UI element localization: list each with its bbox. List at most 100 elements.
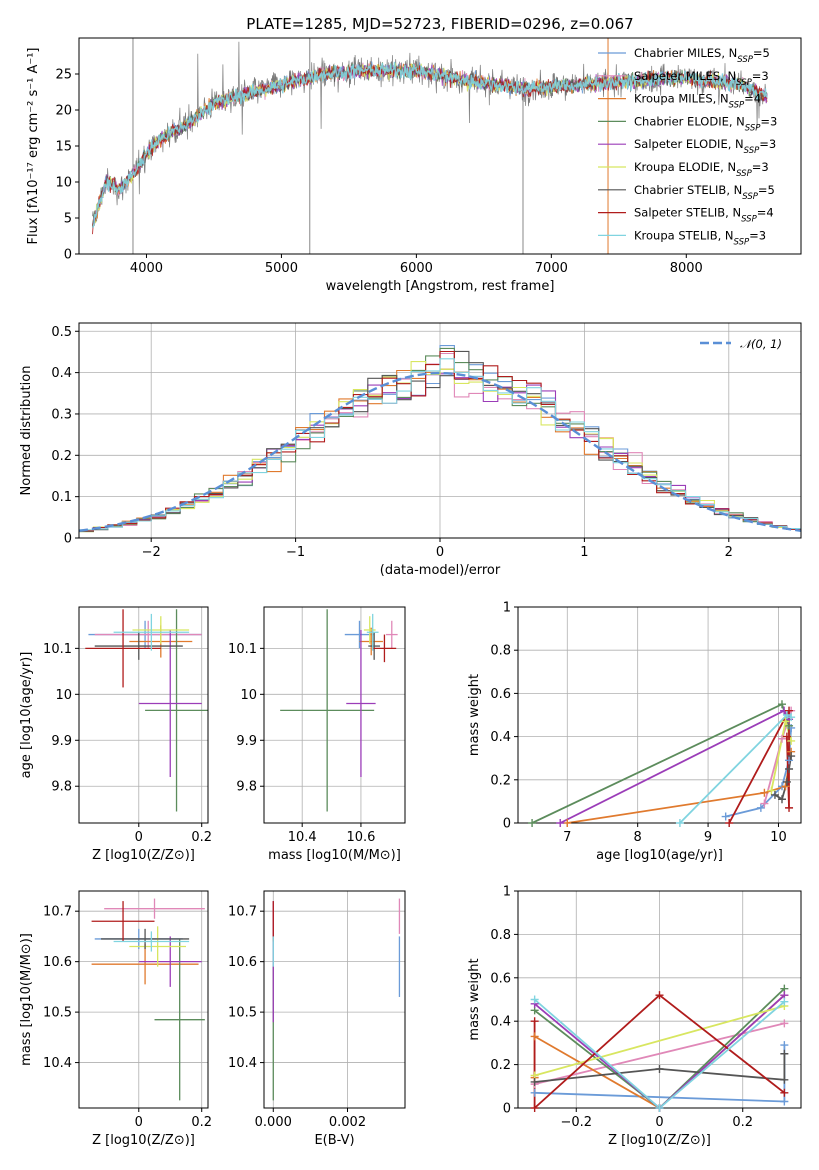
weight-marker xyxy=(767,786,776,795)
weight-marker xyxy=(530,995,539,1004)
legend-label: Salpeter MILES, NSSP=3 xyxy=(634,69,769,88)
weight-marker xyxy=(780,1019,789,1028)
y-tick-label: 0 xyxy=(503,817,511,832)
weight-vs-age-y-axis-label: mass weight xyxy=(467,674,482,756)
errorbar-point xyxy=(138,936,202,987)
y-tick-label: 10.6 xyxy=(228,955,257,970)
y-tick-label: 5 xyxy=(64,212,72,227)
weight-marker xyxy=(780,1049,789,1058)
weight-marker xyxy=(770,790,779,799)
weight-vs-Z-y-axis-label: mass weight xyxy=(467,958,482,1040)
weight-marker xyxy=(530,1088,539,1097)
errorbar-point xyxy=(138,629,202,778)
x-tick-label: −0.2 xyxy=(560,1115,592,1130)
y-tick-label: 0 xyxy=(64,248,72,263)
y-tick-label: 10.4 xyxy=(228,1056,257,1071)
errorbar-point xyxy=(91,943,199,985)
y-tick-label: 1 xyxy=(503,885,511,900)
y-tick-label: 0.2 xyxy=(490,773,511,788)
weight-vs-age-frame xyxy=(517,606,802,824)
x-tick-label: 7 xyxy=(563,830,571,845)
errorbar-point xyxy=(113,931,190,952)
weight-marker xyxy=(777,795,786,804)
y-tick-label: 9.9 xyxy=(236,734,257,749)
y-tick-label: 0.1 xyxy=(51,490,72,505)
x-tick-label: 8 xyxy=(634,830,642,845)
legend-label: 𝒩(0, 1) xyxy=(740,337,782,351)
x-tick-label: 4000 xyxy=(130,261,163,276)
weight-marker xyxy=(777,734,786,743)
y-tick-label: 10 xyxy=(55,688,72,703)
residuals-plot-area xyxy=(79,345,801,533)
y-tick-label: 0.3 xyxy=(51,407,72,422)
x-tick-label: 0 xyxy=(436,545,444,560)
legend-label: Chabrier ELODIE, NSSP=3 xyxy=(634,114,777,133)
weight-line xyxy=(533,994,785,1108)
weight-marker xyxy=(777,700,786,709)
weight-marker xyxy=(760,799,769,808)
weight-marker xyxy=(563,819,572,827)
legend-label: Kroupa ELODIE, NSSP=3 xyxy=(634,160,769,179)
mass-vs-Z-x-axis-label: Z [log10(Z/Z⊙)] xyxy=(92,1133,195,1148)
x-tick-label: 0.2 xyxy=(191,1115,212,1130)
x-tick-label: 6000 xyxy=(400,261,433,276)
residuals-y-axis-label: Normed distribution xyxy=(19,366,34,496)
weight-marker xyxy=(530,1104,539,1112)
legend-label: Salpeter ELODIE, NSSP=3 xyxy=(634,137,776,156)
legend-label: Salpeter STELIB, NSSP=4 xyxy=(634,206,774,225)
weight-marker xyxy=(530,1032,539,1041)
weight-line xyxy=(534,1005,785,1077)
y-tick-label: 0.8 xyxy=(490,928,511,943)
errorbar-point xyxy=(94,620,202,649)
histogram-step xyxy=(79,350,801,532)
mass-vs-ebv-x-axis-label: E(B-V) xyxy=(314,1133,354,1148)
age-vs-Z-y-axis-label: age [log10(age/yr)] xyxy=(19,652,34,779)
x-tick-label: 0 xyxy=(655,1115,663,1130)
weight-marker xyxy=(787,713,796,722)
y-tick-label: 0.8 xyxy=(490,644,511,659)
weight-marker xyxy=(782,777,791,786)
y-tick-label: 10 xyxy=(240,688,257,703)
errorbar-point xyxy=(101,928,190,950)
age-vs-Z-panel: 0 0.2 9.8 9.9 10 10.1 Z [log10(Z/Z⊙)] age [log1… xyxy=(19,606,212,863)
y-tick-label: 10.1 xyxy=(43,642,72,657)
weight-marker xyxy=(787,752,796,761)
x-tick-label: 2 xyxy=(725,545,733,560)
y-tick-label: 1 xyxy=(503,601,511,616)
weight-vs-age-panel: 7 8 9 10 0 0.2 0.4 0.6 0.8 1 age [log10(age/yr)] ma… xyxy=(467,601,802,863)
normal-reference-curve xyxy=(79,371,801,532)
errorbar-point xyxy=(129,926,186,967)
y-tick-label: 9.8 xyxy=(51,780,72,795)
weight-marker xyxy=(785,803,794,812)
x-tick-label: 9 xyxy=(704,830,712,845)
weight-line xyxy=(728,710,790,823)
y-tick-label: 10.7 xyxy=(43,905,72,920)
weight-vs-Z-x-axis-label: Z [log10(Z/Z⊙)] xyxy=(608,1133,711,1148)
errorbar-point xyxy=(366,613,379,651)
weight-line xyxy=(531,702,790,823)
x-tick-label: 0.002 xyxy=(329,1115,366,1130)
weight-marker xyxy=(782,732,791,741)
x-tick-label: 10.4 xyxy=(288,830,317,845)
y-tick-label: 0.4 xyxy=(490,730,511,745)
errorbar-point xyxy=(154,938,205,1101)
errorbar-point xyxy=(94,632,183,660)
mass-vs-ebv-plot-area xyxy=(272,898,401,1101)
y-tick-label: 0.5 xyxy=(51,325,72,340)
y-tick-label: 0.2 xyxy=(51,449,72,464)
x-tick-label: −2 xyxy=(142,545,161,560)
errorbar-point xyxy=(132,616,190,644)
legend-label: Chabrier STELIB, NSSP=5 xyxy=(634,183,775,202)
y-tick-label: 0.4 xyxy=(490,1015,511,1030)
age-vs-Z-x-axis-label: Z [log10(Z/Z⊙)] xyxy=(92,848,195,863)
errorbar-point xyxy=(368,632,381,660)
y-tick-label: 10.4 xyxy=(43,1056,72,1071)
y-tick-label: 10.7 xyxy=(228,905,257,920)
age-vs-mass-plot-area xyxy=(280,609,398,812)
age-vs-Z-plot-area xyxy=(85,609,208,812)
weight-marker xyxy=(675,819,684,827)
residuals-panel: −2 −1 0 1 2 0 0.1 0.2 0.3 0.4 0.5 (data-model)/erro… xyxy=(19,322,802,578)
age-vs-mass-panel: 10.4 10.6 9.8 9.9 10 10.1 mass [log10(M/M⊙)] xyxy=(228,606,406,863)
legend-label: Kroupa STELIB, NSSP=3 xyxy=(634,228,766,247)
